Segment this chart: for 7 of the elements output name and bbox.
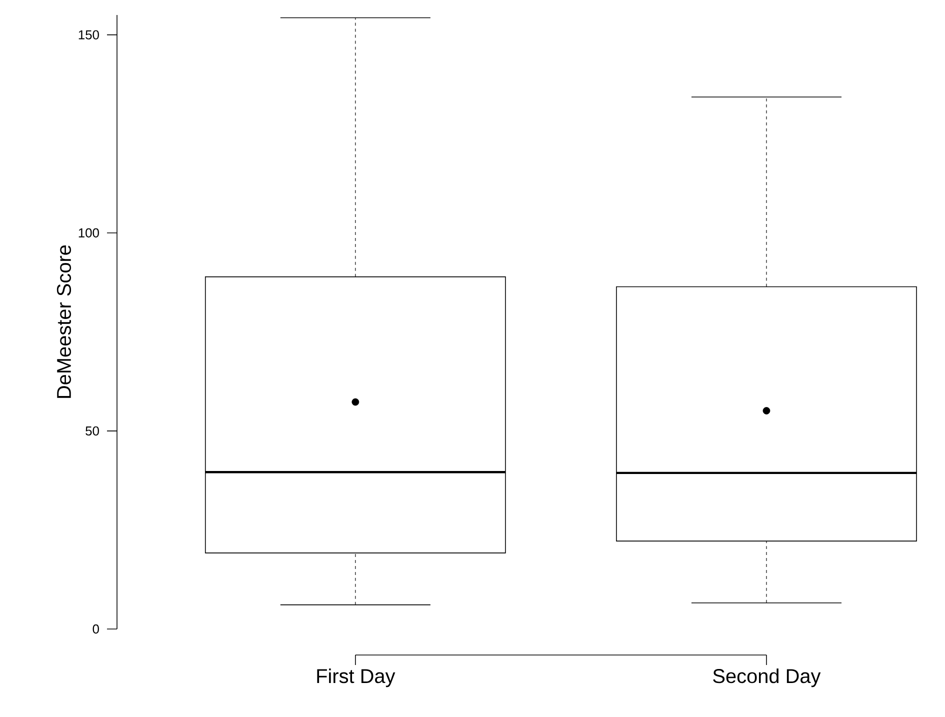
x-tick-label: First Day (317, 668, 396, 688)
x-tick-label: Second Day (713, 668, 821, 688)
y-tick-label: 0 (92, 624, 99, 634)
y-tick-label: 150 (78, 30, 99, 40)
y-axis-title: DeMeester Score (56, 245, 72, 398)
y-tick-label: 100 (78, 228, 99, 238)
y-tick-label: 50 (86, 426, 99, 436)
